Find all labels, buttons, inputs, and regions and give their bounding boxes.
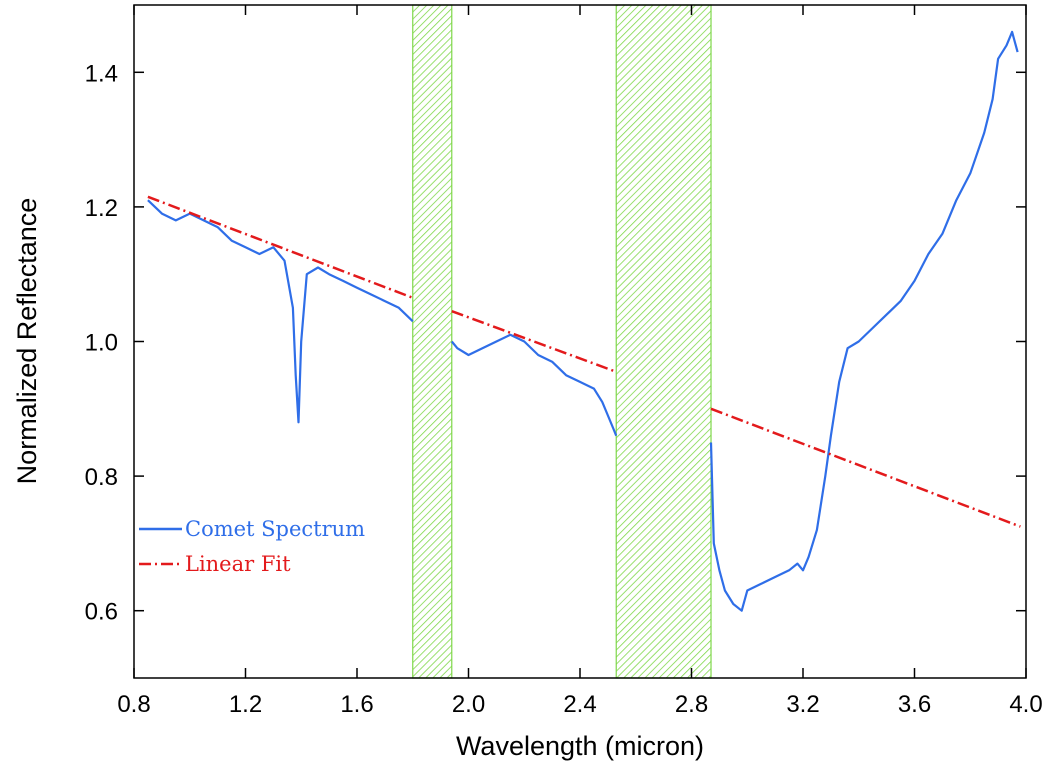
linear-fit-line-segment-1 (147, 195, 414, 299)
legend-label-fit: Linear Fit (185, 552, 291, 576)
x-tick-label: 2.0 (452, 691, 485, 718)
x-tick-label: 3.6 (898, 691, 931, 718)
x-tick-labels: 0.8 1.2 1.6 2.0 2.4 2.8 3.2 3.6 4.0 (117, 691, 1042, 718)
x-tick-label: 1.6 (340, 691, 373, 718)
x-tick-label: 1.2 (229, 691, 262, 718)
linear-fit-line-segment-3 (710, 407, 1021, 528)
x-tick-label: 2.8 (675, 691, 708, 718)
linear-fit-line-segment-2 (451, 310, 617, 373)
y-tick-labels: 0.6 0.8 1.0 1.2 1.4 (85, 60, 118, 625)
axis-ticks (133, 5, 1027, 678)
shaded-band-1 (412, 4, 453, 679)
x-axis-title: Wavelength (micron) (456, 731, 704, 761)
y-tick-label: 1.0 (85, 330, 118, 357)
comet-spectrum-line-segment-2 (450, 333, 618, 437)
y-tick-label: 0.6 (85, 599, 118, 626)
y-axis-title: Normalized Reflectance (12, 198, 42, 485)
comet-spectrum-line-segment-3 (709, 30, 1019, 612)
y-tick-label: 1.2 (85, 195, 118, 222)
plot-frame (133, 4, 1027, 679)
x-tick-label: 4.0 (1009, 691, 1042, 718)
legend: Comet Spectrum Linear Fit (139, 517, 365, 576)
x-tick-label: 0.8 (117, 691, 150, 718)
y-tick-label: 1.4 (85, 60, 118, 87)
shaded-bands (412, 4, 712, 679)
x-tick-label: 2.4 (563, 691, 596, 718)
series-layer (147, 30, 1021, 612)
y-tick-label: 0.8 (85, 464, 118, 491)
shaded-band-2 (615, 4, 712, 679)
legend-label-comet: Comet Spectrum (185, 517, 365, 541)
x-tick-label: 3.2 (786, 691, 819, 718)
comet-spectrum-line-segment-1 (147, 199, 414, 424)
